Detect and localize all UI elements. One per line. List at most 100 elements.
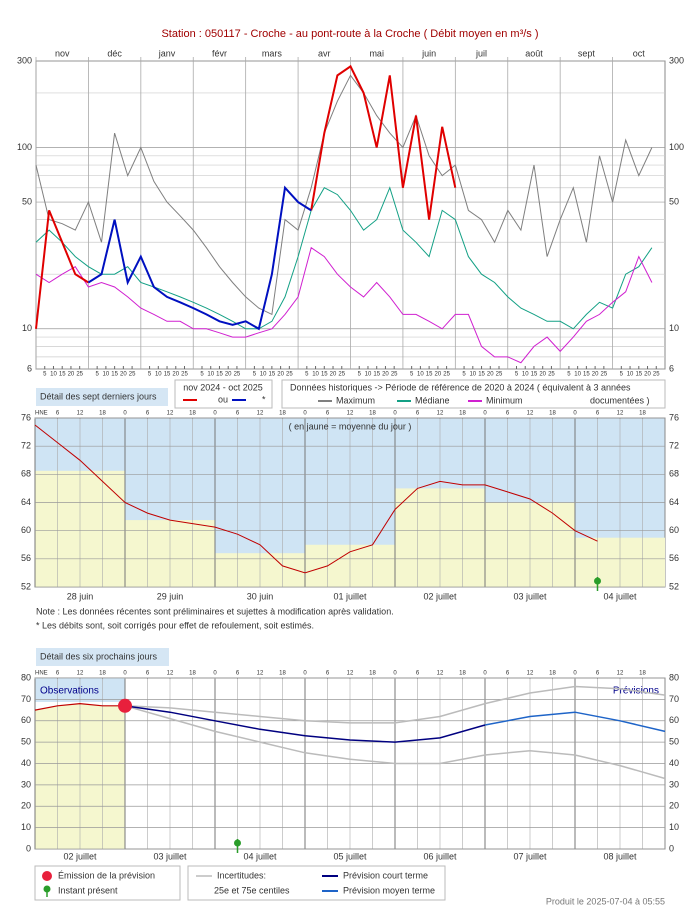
hour-label: 18 (189, 671, 196, 677)
month-label: mai (369, 48, 384, 58)
day-tick-label: 5 (462, 372, 466, 378)
day-tick-label: 15 (269, 372, 276, 378)
day-tick-label: 20 (644, 372, 651, 378)
y-tick-label: 60 (21, 525, 31, 535)
series-line (35, 74, 653, 316)
hour-label: 0 (573, 411, 577, 417)
hour-label: 12 (257, 411, 264, 417)
day-tick-label: 20 (277, 372, 284, 378)
hour-label: 12 (437, 411, 444, 417)
day-tick-label: 15 (426, 372, 433, 378)
note: * Les débits sont, soit corrigés pour ef… (36, 620, 314, 630)
y-tick-label: 60 (21, 715, 31, 725)
y-tick-label: 50 (21, 737, 31, 747)
legend-label: 25e et 75e centiles (214, 885, 290, 895)
day-tick-label: 5 (305, 372, 309, 378)
day-tick-label: 20 (330, 372, 337, 378)
day-tick-label: 25 (338, 372, 345, 378)
y-tick-label-right: 60 (669, 525, 679, 535)
day-tick-label: 25 (181, 372, 188, 378)
legend-box (281, 379, 666, 409)
day-tick-label: 20 (68, 372, 75, 378)
y-tick-label-right: 56 (669, 553, 679, 563)
hour-label: 0 (393, 411, 397, 417)
y-tick-label-right: 6 (669, 363, 674, 373)
hour-label: 18 (639, 671, 646, 677)
hour-label: 0 (123, 671, 127, 677)
legend-label: Émission de la prévision (58, 870, 155, 880)
forecast-line (484, 711, 666, 733)
y-tick-label: 50 (22, 196, 32, 206)
panel-title: Détail des sept derniers jours (40, 391, 157, 401)
hour-label: 6 (146, 411, 150, 417)
uncertainty-upper (124, 685, 666, 724)
emission-point (118, 698, 132, 713)
day-tick-label: 10 (50, 372, 57, 378)
hour-label: 18 (639, 411, 646, 417)
y-tick-label: 70 (21, 694, 31, 704)
hour-label: 0 (303, 671, 307, 677)
month-label: janv (158, 48, 176, 58)
y-tick-label-right: 30 (669, 779, 679, 789)
hour-label: 0 (573, 671, 577, 677)
day-tick-label: 5 (95, 372, 99, 378)
hour-label: 6 (506, 671, 510, 677)
observations-line (34, 702, 125, 711)
hour-label: 6 (146, 671, 150, 677)
hour-label: 0 (213, 411, 217, 417)
y-tick-label: 56 (21, 553, 31, 563)
uncertainty-lower (124, 705, 666, 780)
day-label: 06 juillet (423, 851, 457, 861)
day-tick-label: 20 (539, 372, 546, 378)
day-tick-label: 20 (382, 372, 389, 378)
month-label: juil (475, 48, 487, 58)
day-tick-label: 15 (478, 372, 485, 378)
legend-label: Prévision moyen terme (343, 885, 435, 895)
day-label: 30 juin (247, 591, 274, 601)
day-tick-label: 25 (548, 372, 555, 378)
day-tick-label: 10 (155, 372, 162, 378)
day-tick-label: 5 (567, 372, 571, 378)
hour-label: 12 (77, 671, 84, 677)
month-label: sept (578, 48, 596, 58)
day-tick-label: 25 (129, 372, 136, 378)
day-tick-label: 25 (653, 372, 660, 378)
day-tick-label: 15 (111, 372, 118, 378)
hour-label: 12 (77, 411, 84, 417)
y-tick-label-right: 60 (669, 715, 679, 725)
legend-label: Minimum (486, 395, 523, 405)
panel-title-bg (36, 648, 169, 666)
y-tick-label-right: 50 (669, 196, 679, 206)
day-tick-label: 15 (373, 372, 380, 378)
day-tick-label: 20 (435, 372, 442, 378)
y-tick-label: 52 (21, 581, 31, 591)
y-tick-label-right: 80 (669, 672, 679, 682)
hour-label: 12 (347, 671, 354, 677)
hour-label: 12 (617, 411, 624, 417)
hour-label: 6 (236, 411, 240, 417)
day-tick-label: 15 (531, 372, 538, 378)
hour-label: 18 (279, 671, 286, 677)
day-tick-label: 5 (200, 372, 204, 378)
legend-label: Prévision court terme (343, 870, 428, 880)
hour-label: 0 (123, 411, 127, 417)
y-tick-label-right: 100 (669, 142, 684, 152)
month-label: juin (421, 48, 436, 58)
month-label: août (525, 48, 543, 58)
y-tick-label-right: 64 (669, 497, 679, 507)
legend-box (174, 379, 273, 409)
y-tick-label-right: 300 (669, 55, 684, 65)
footer: Produit le 2025-07-04 à 05:55 (546, 896, 665, 906)
y-tick-label: 76 (21, 412, 31, 422)
hour-label: 12 (527, 411, 534, 417)
hour-label: 18 (99, 411, 106, 417)
y-tick-label-right: 10 (669, 323, 679, 333)
day-tick-label: 15 (164, 372, 171, 378)
day-label: 04 juillet (603, 591, 637, 601)
day-tick-label: 5 (620, 372, 624, 378)
day-label: 03 juillet (153, 851, 187, 861)
hour-label: 12 (617, 671, 624, 677)
panel-title-bg (36, 388, 168, 406)
hour-label: 12 (347, 411, 354, 417)
